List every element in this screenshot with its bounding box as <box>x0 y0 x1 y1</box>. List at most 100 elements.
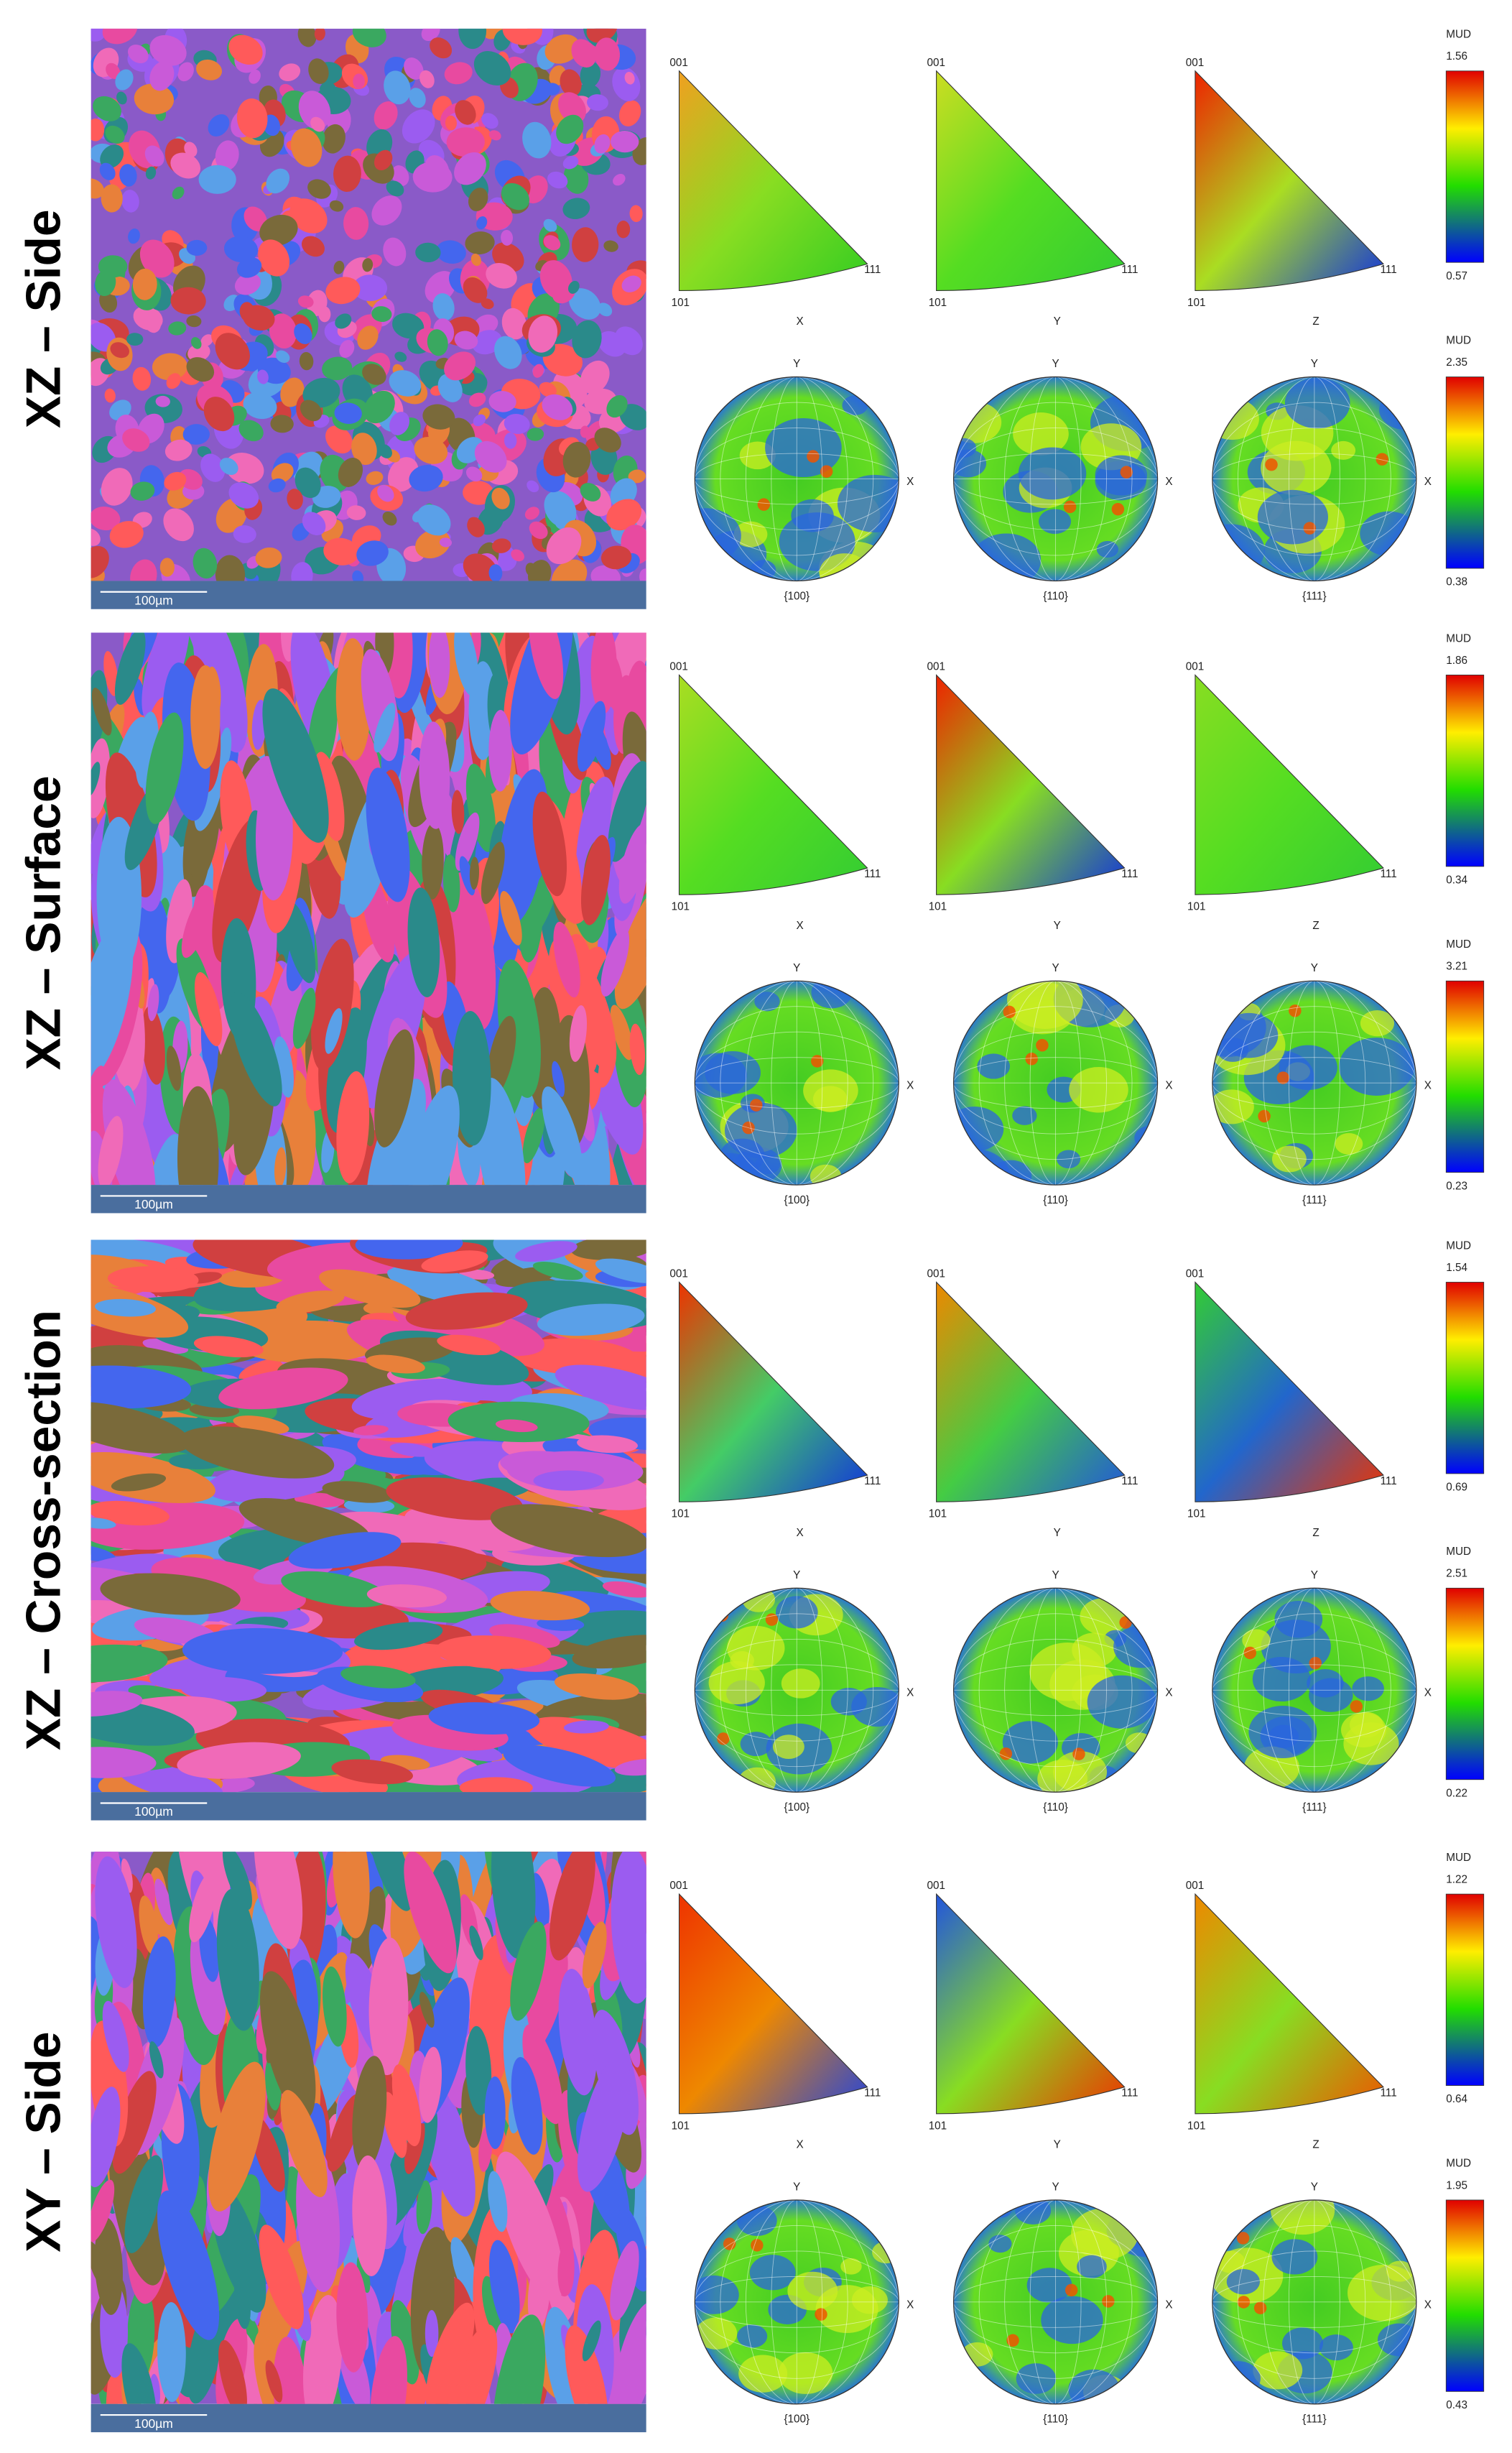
colorbar-title: MUD <box>1446 29 1471 41</box>
grain <box>551 559 588 581</box>
grain <box>542 394 573 420</box>
pole-axis: X <box>1165 1687 1172 1699</box>
grain <box>193 632 248 753</box>
pole-blob <box>740 1732 772 1757</box>
pole-blob <box>857 378 881 397</box>
grain <box>243 392 277 420</box>
grain <box>218 1367 348 1410</box>
pole-family: {110} <box>1043 590 1068 602</box>
grain <box>610 2240 639 2321</box>
grain <box>331 1759 413 1785</box>
pole-blob <box>1284 378 1350 429</box>
pole-outline <box>952 980 1159 1186</box>
grain <box>186 315 202 328</box>
grain <box>610 1004 634 1061</box>
grain <box>419 721 450 829</box>
pole-blob <box>754 992 780 1012</box>
grain <box>495 1419 538 1433</box>
grain <box>586 28 618 43</box>
pole-peak <box>807 450 820 463</box>
ipf-corner: 101 <box>672 901 690 913</box>
pole-blob <box>953 1149 1010 1186</box>
grain <box>570 1239 646 1260</box>
grain <box>595 1258 646 1283</box>
grain <box>94 2217 123 2315</box>
grain <box>299 351 314 371</box>
grain <box>236 98 268 139</box>
grain <box>416 2180 432 2235</box>
grain <box>404 1085 460 1186</box>
grain <box>292 987 316 1049</box>
grain <box>409 88 426 108</box>
micrograph <box>91 632 646 1186</box>
pole-blob <box>1013 412 1069 456</box>
ipf-triangle <box>936 674 1126 895</box>
grain <box>639 568 646 581</box>
grain <box>191 337 202 349</box>
grain <box>180 1426 335 1479</box>
grain <box>553 1610 646 1648</box>
pole-axis: Y <box>1052 1569 1059 1581</box>
grain <box>421 28 440 42</box>
ipf-axis: Y <box>1054 920 1061 932</box>
grain <box>353 274 388 302</box>
grain <box>281 1571 389 1607</box>
grain <box>624 71 635 85</box>
grain <box>558 92 586 124</box>
grain <box>102 28 138 45</box>
grain <box>95 1856 137 1988</box>
ipf-triangle <box>936 70 1126 292</box>
grain <box>529 521 548 540</box>
grain <box>181 889 213 958</box>
grain <box>580 360 610 394</box>
grain <box>572 227 599 262</box>
grain <box>539 382 557 397</box>
grain <box>428 632 450 698</box>
pole-blob <box>1253 2351 1303 2390</box>
grain <box>368 1852 413 1911</box>
grain <box>110 342 130 359</box>
grain <box>432 293 455 321</box>
grain <box>502 28 542 45</box>
pole-peak <box>815 2308 827 2321</box>
grain <box>152 353 187 381</box>
grain <box>430 37 453 59</box>
grain <box>501 183 529 211</box>
pole-blob <box>1039 509 1072 535</box>
grain <box>166 1045 182 1091</box>
grain <box>422 404 455 430</box>
grain <box>233 525 256 543</box>
colorbar-title: MUD <box>1446 1852 1471 1864</box>
grain <box>537 1303 645 1336</box>
grain <box>618 823 646 904</box>
pole-blob <box>1335 1133 1363 1155</box>
grain <box>606 395 628 418</box>
pole-axis: Y <box>1311 1569 1318 1581</box>
pole-peak <box>715 1609 728 1622</box>
pole-blob <box>772 1734 804 1759</box>
grain <box>391 2064 422 2147</box>
grain <box>606 499 642 531</box>
grain <box>522 121 552 159</box>
grain <box>386 1477 524 1520</box>
pole-blob <box>695 508 741 564</box>
grain <box>390 2300 419 2385</box>
grain <box>121 2343 157 2404</box>
grain <box>454 331 478 350</box>
grain <box>602 1581 646 1598</box>
pole-axis: X <box>1424 1080 1432 1092</box>
grain <box>404 57 424 80</box>
grain <box>565 2325 608 2404</box>
grain <box>291 562 313 581</box>
panel-label: XZ – Cross-section <box>17 1310 70 1750</box>
grain <box>504 432 517 449</box>
pole-blob <box>742 1588 776 1612</box>
pole-blob <box>1226 2268 1260 2295</box>
pole-blob <box>695 2276 739 2314</box>
colorbar-min: 0.43 <box>1446 2399 1467 2411</box>
grain <box>270 415 294 433</box>
pole-peak <box>717 1732 730 1745</box>
grain <box>225 452 264 484</box>
grain <box>391 165 409 186</box>
grain <box>128 228 140 244</box>
